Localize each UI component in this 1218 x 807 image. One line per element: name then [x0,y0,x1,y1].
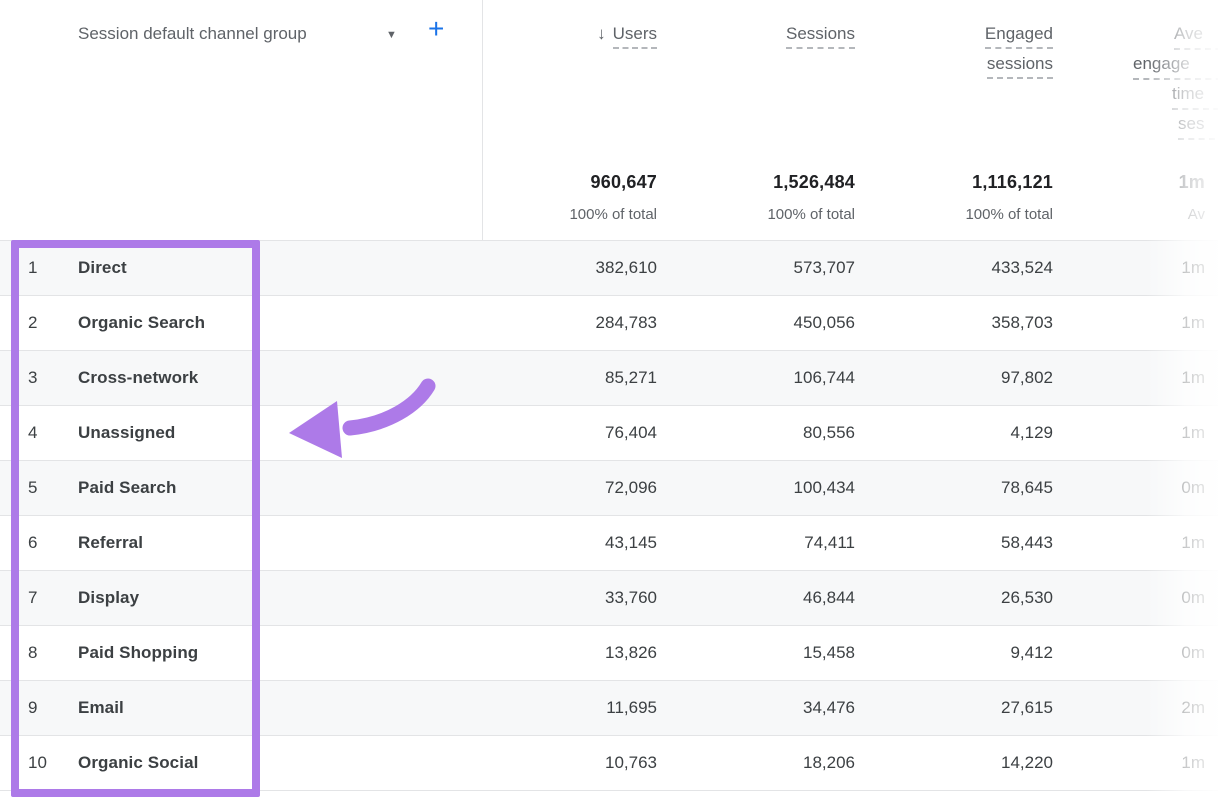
sessions-value: 450,056 [793,313,855,332]
channel-name: Email [78,698,124,717]
dimension-header[interactable]: Session default channel group [78,24,307,43]
sessions-value: 46,844 [803,588,855,607]
channel-name: Cross-network [78,368,199,387]
avg-engagement-value: 1m [1181,533,1205,552]
engaged-sessions-value: 358,703 [991,313,1053,332]
sessions-value: 106,744 [793,368,855,387]
avg-engagement-value: 0m [1181,478,1205,497]
users-value: 382,610 [595,258,657,277]
table-row: 4 Unassigned 76,404 80,556 4,129 1m [0,405,1218,460]
column-header-avg-engagement-line4[interactable]: ses [1178,114,1218,140]
engaged-sessions-value: 433,524 [991,258,1053,277]
users-value: 43,145 [605,533,657,552]
users-value: 284,783 [595,313,657,332]
engaged-sessions-value: 9,412 [1010,643,1053,662]
total-engaged-sessions: 1,116,121 100% of total [878,172,1053,223]
engaged-sessions-value: 78,645 [1001,478,1053,497]
table-row: 1 Direct 382,610 573,707 433,524 1m [0,240,1218,295]
sessions-value: 18,206 [803,753,855,772]
total-users-value: 960,647 [590,172,657,192]
avg-engagement-value: 0m [1181,643,1205,662]
engaged-sessions-value: 4,129 [1010,423,1053,442]
row-index: 6 [28,533,38,552]
row-index: 5 [28,478,38,497]
total-users: 960,647 100% of total [482,172,657,223]
avg-engagement-value: 1m [1181,313,1205,332]
table-row: 5 Paid Search 72,096 100,434 78,645 0m [0,460,1218,515]
highlight-rectangle [11,240,260,797]
avg-engagement-value: 1m [1181,423,1205,442]
sessions-value: 80,556 [803,423,855,442]
column-header-engaged-sessions[interactable]: Engaged sessions [878,24,1053,84]
total-avg-engagement-value: 1m [1178,172,1205,192]
annotation-arrow [289,378,436,458]
add-dimension-button[interactable]: + [428,13,445,44]
channel-name: Organic Search [78,313,206,332]
row-index: 1 [28,258,38,277]
column-header-users-label: Users [612,24,657,49]
users-value: 11,695 [606,698,657,717]
total-avg-engagement: 1m Av [1020,172,1205,223]
table-row: 7 Display 33,760 46,844 26,530 0m [0,570,1218,625]
users-value: 72,096 [605,478,657,497]
engaged-sessions-value: 26,530 [1001,588,1053,607]
total-sessions-value: 1,526,484 [773,172,855,192]
sessions-value: 34,476 [803,698,855,717]
column-header-sessions[interactable]: Sessions [680,24,855,49]
avg-engagement-value: 0m [1181,588,1205,607]
column-header-users[interactable]: ↓ Users [482,24,657,49]
chevron-down-icon[interactable]: ▼ [386,29,397,41]
row-index: 10 [28,753,47,772]
table-row: 8 Paid Shopping 13,826 15,458 9,412 0m [0,625,1218,680]
engaged-sessions-value: 58,443 [1001,533,1053,552]
channel-name: Direct [78,258,127,277]
column-header-sessions-label: Sessions [786,24,855,49]
engaged-sessions-value: 97,802 [1001,368,1053,387]
channel-name: Display [78,588,140,607]
channel-name: Unassigned [78,423,176,442]
column-header-avg-engagement-line1[interactable]: Ave [1174,24,1218,50]
users-value: 13,826 [605,643,657,662]
row-index: 7 [28,588,38,607]
table-row: 2 Organic Search 284,783 450,056 358,703… [0,295,1218,350]
avg-engagement-value: 1m [1181,368,1205,387]
column-header-avg-engagement-line3[interactable]: time [1172,84,1218,110]
column-header-engaged-line2: sessions [986,54,1053,79]
row-index: 9 [28,698,38,717]
users-value: 85,271 [605,368,657,387]
row-index: 3 [28,368,38,387]
column-header-avg-engagement-line2[interactable]: engage [1133,54,1218,80]
users-value: 10,763 [605,753,657,772]
engaged-sessions-value: 27,615 [1001,698,1053,717]
sessions-value: 100,434 [793,478,855,497]
total-engaged-sessions-note: 100% of total [965,206,1053,223]
table-row: 10 Organic Social 10,763 18,206 14,220 1… [0,735,1218,790]
total-sessions-note: 100% of total [767,206,855,223]
engaged-sessions-value: 14,220 [1001,753,1053,772]
table-row: 9 Email 11,695 34,476 27,615 2m [0,680,1218,735]
total-users-note: 100% of total [569,206,657,223]
channel-name: Paid Search [78,478,177,497]
avg-engagement-value: 1m [1181,258,1205,277]
row-index: 4 [28,423,38,442]
sessions-value: 74,411 [804,533,855,552]
row-index: 2 [28,313,38,332]
total-sessions: 1,526,484 100% of total [680,172,855,223]
avg-engagement-value: 2m [1181,698,1205,717]
row-index: 8 [28,643,38,662]
avg-engagement-value: 1m [1181,753,1205,772]
sort-descending-icon: ↓ [597,24,606,43]
total-avg-engagement-note: Av [1187,206,1205,223]
sessions-value: 573,707 [793,258,855,277]
channel-name: Referral [78,533,144,552]
sessions-value: 15,458 [803,643,855,662]
column-header-engaged-line1: Engaged [984,24,1053,49]
table-body: 1 Direct 382,610 573,707 433,524 1m 2 Or… [0,240,1218,791]
channel-name: Organic Social [78,753,199,772]
total-engaged-sessions-value: 1,116,121 [972,172,1053,192]
channel-name: Paid Shopping [78,643,199,662]
users-value: 76,404 [605,423,657,442]
users-value: 33,760 [605,588,657,607]
